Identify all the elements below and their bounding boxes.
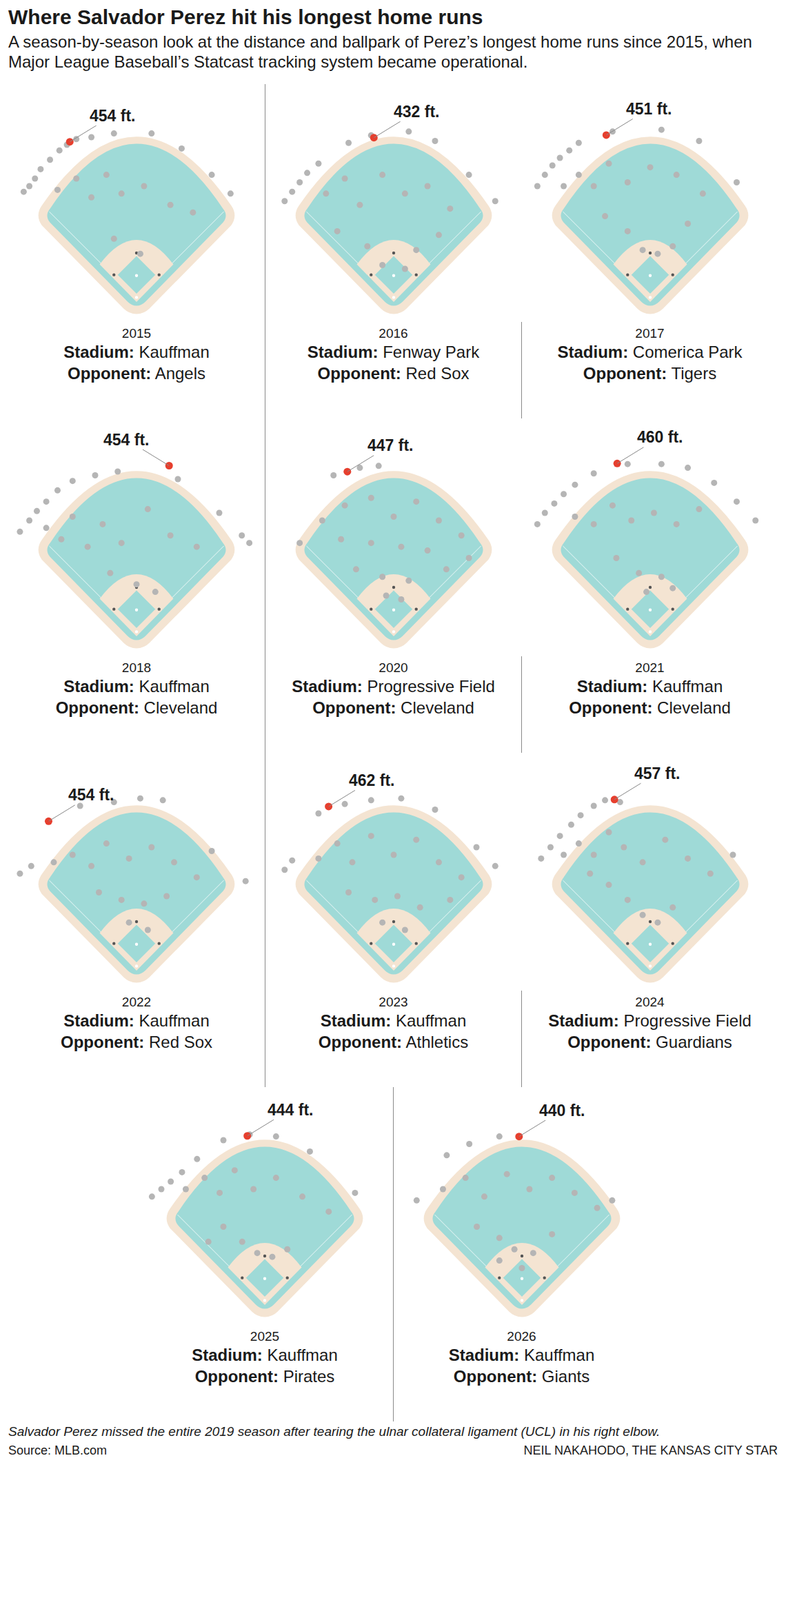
svg-text:454 ft.: 454 ft. — [103, 430, 149, 449]
svg-text:460 ft.: 460 ft. — [637, 428, 683, 447]
html-text:2016: 2016 — [378, 326, 408, 341]
html-text:Stadium: Kauffman: Stadium: Kauffman — [448, 1345, 595, 1365]
svg-text:440 ft.: 440 ft. — [539, 1101, 585, 1120]
html-text:Stadium: Comerica Park: Stadium: Comerica Park — [557, 342, 743, 362]
html-text:Salvador Perez missed the enti: Salvador Perez missed the entire 2019 se… — [8, 1424, 660, 1439]
html-text:2021: 2021 — [635, 660, 665, 675]
html-text:Opponent: Cleveland: Opponent: Cleveland — [568, 698, 731, 718]
html-text:Stadium: Kauffman: Stadium: Kauffman — [576, 677, 723, 696]
html-text:NEIL NAKAHODO, THE KANSAS CITY: NEIL NAKAHODO, THE KANSAS CITY STAR — [523, 1443, 778, 1458]
html-text:Stadium: Kauffman: Stadium: Kauffman — [320, 1011, 467, 1031]
html-text:Stadium: Fenway Park: Stadium: Fenway Park — [307, 342, 480, 362]
html-text:Opponent: Tigers: Opponent: Tigers — [583, 364, 717, 383]
svg-text:462 ft.: 462 ft. — [348, 771, 395, 790]
html-text:Source: MLB.com: Source: MLB.com — [8, 1443, 107, 1458]
html-text:Opponent: Pirates: Opponent: Pirates — [194, 1367, 335, 1386]
html-text:Stadium: Progressive Field: Stadium: Progressive Field — [548, 1011, 752, 1031]
html-text:Opponent: Angels: Opponent: Angels — [67, 364, 206, 383]
html-text:Stadium: Kauffman: Stadium: Kauffman — [63, 1011, 210, 1031]
svg-text:447 ft.: 447 ft. — [367, 436, 413, 455]
svg-text:454 ft.: 454 ft. — [68, 786, 114, 804]
svg-text:457 ft.: 457 ft. — [634, 764, 680, 783]
html-text:2023: 2023 — [378, 994, 408, 1010]
html-text:Stadium: Kauffman: Stadium: Kauffman — [63, 677, 210, 696]
html-text:Opponent: Cleveland: Opponent: Cleveland — [312, 698, 475, 718]
html-text:Stadium: Kauffman: Stadium: Kauffman — [191, 1345, 338, 1365]
svg-text:432 ft.: 432 ft. — [393, 102, 440, 121]
html-text:2015: 2015 — [121, 326, 152, 341]
html-text:A season-by-season look at the: A season-by-season look at the distance … — [8, 32, 753, 72]
html-text:Opponent: Athletics: Opponent: Athletics — [318, 1032, 469, 1052]
html-text:2024: 2024 — [635, 994, 665, 1010]
html-text:2026: 2026 — [507, 1329, 537, 1344]
html-text:2020: 2020 — [378, 660, 408, 675]
html-text:2017: 2017 — [635, 326, 665, 341]
html-text:Opponent: Cleveland: Opponent: Cleveland — [55, 698, 218, 718]
svg-text:454 ft.: 454 ft. — [89, 106, 136, 125]
html-text:2025: 2025 — [250, 1329, 280, 1344]
svg-text:444 ft.: 444 ft. — [267, 1101, 314, 1120]
html-text:Opponent: Giants: Opponent: Giants — [453, 1367, 590, 1386]
html-text:Where Salvador Perez hit his l: Where Salvador Perez hit his longest hom… — [8, 5, 483, 29]
html-text:Stadium: Kauffman: Stadium: Kauffman — [63, 342, 210, 362]
html-text:Opponent: Red Sox: Opponent: Red Sox — [60, 1032, 213, 1052]
html-text:Opponent: Red Sox: Opponent: Red Sox — [317, 364, 470, 383]
svg-text:451 ft.: 451 ft. — [626, 99, 672, 118]
html-text:Stadium: Progressive Field: Stadium: Progressive Field — [291, 677, 495, 696]
html-text:Opponent: Guardians: Opponent: Guardians — [567, 1032, 733, 1052]
html-text:2018: 2018 — [121, 660, 152, 675]
html-text:2022: 2022 — [121, 994, 152, 1010]
